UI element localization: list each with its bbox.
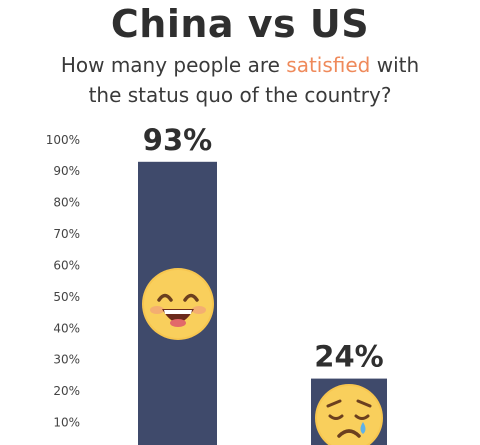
data-label: 93% [143,123,212,157]
subtitle-line-1: How many people are satisfied with [0,50,480,80]
subtitle-text-after: with [370,53,420,77]
y-tick-label: 90% [53,164,80,178]
data-label: 24% [314,340,383,374]
y-tick-label: 100% [46,133,80,147]
y-tick-label: 10% [53,416,80,430]
sad-crying-emoji-icon [315,384,383,445]
y-tick-label: 50% [53,290,80,304]
chart-subtitle: How many people are satisfied with the s… [0,50,480,110]
y-tick-label: 80% [53,196,80,210]
y-tick-label: 60% [53,258,80,272]
subtitle-line-2: the status quo of the country? [88,83,392,107]
y-tick-label: 40% [53,321,80,335]
y-tick-label: 70% [53,227,80,241]
chart-title: China vs US [110,2,370,46]
subtitle-text-before: How many people are [60,53,287,77]
y-tick-label: 20% [53,384,80,398]
y-tick-label: 30% [53,353,80,367]
subtitle-highlight: satisfied [286,53,371,77]
laughing-emoji-icon [142,268,214,340]
